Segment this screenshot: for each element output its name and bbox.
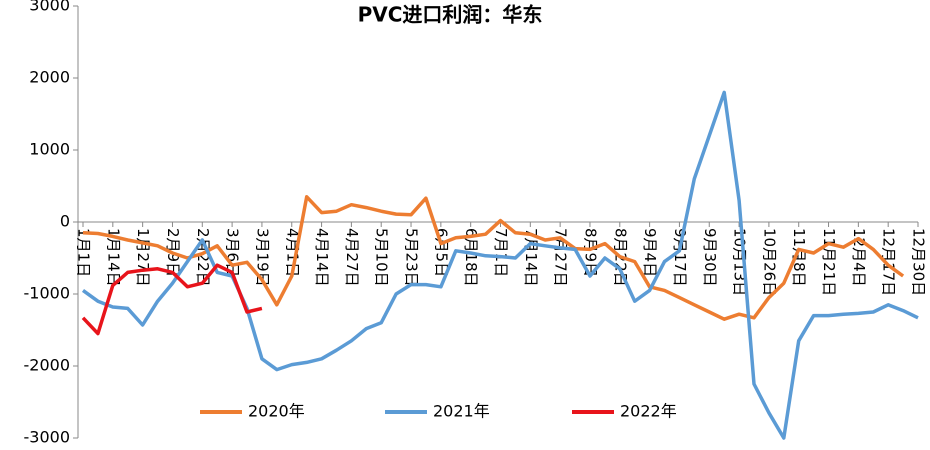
x-tick-label: 4月14日 [313,228,331,287]
x-tick-label: 12月30日 [910,228,928,296]
x-tick-label: 1月1日 [75,228,93,277]
x-tick-label: 2月22日 [194,228,212,287]
legend-label: 2022年 [620,402,677,421]
y-tick-label: -3000 [24,428,71,447]
x-tick-label: 11月8日 [790,228,808,287]
x-tick-label: 9月30日 [701,228,719,287]
series-line [81,90,919,440]
chart-title: PVC进口利润：华东 [358,3,543,27]
x-tick-label: 5月23日 [403,228,421,287]
x-tick-label: 9月4日 [641,228,659,277]
y-tick-label: 3000 [29,0,70,15]
x-tick-label: 4月27日 [343,228,361,287]
x-tick-label: 10月26日 [760,228,778,296]
x-tick-label: 7月1日 [492,228,510,277]
legend-label: 2021年 [433,402,490,421]
x-tick-label: 5月10日 [373,228,391,287]
y-tick-label: -1000 [24,284,71,303]
y-tick-label: 1000 [29,140,70,159]
x-tick-label: 6月18日 [462,228,480,287]
y-tick-label: -2000 [24,356,71,375]
legend-label: 2020年 [248,402,305,421]
series-line [82,195,905,321]
x-tick-label: 1月27日 [134,228,152,287]
x-tick-label: 12月17日 [880,228,898,296]
series-line [81,263,263,336]
x-tick-label: 1月14日 [104,228,122,287]
x-tick-label: 12月4日 [850,228,868,287]
y-tick-label: 2000 [29,68,70,87]
x-tick-label: 9月17日 [671,228,689,287]
x-tick-label: 3月19日 [253,228,271,287]
x-tick-label: 11月21日 [820,228,838,296]
y-tick-label: 0 [60,212,70,231]
x-tick-label: 8月9日 [581,228,599,277]
